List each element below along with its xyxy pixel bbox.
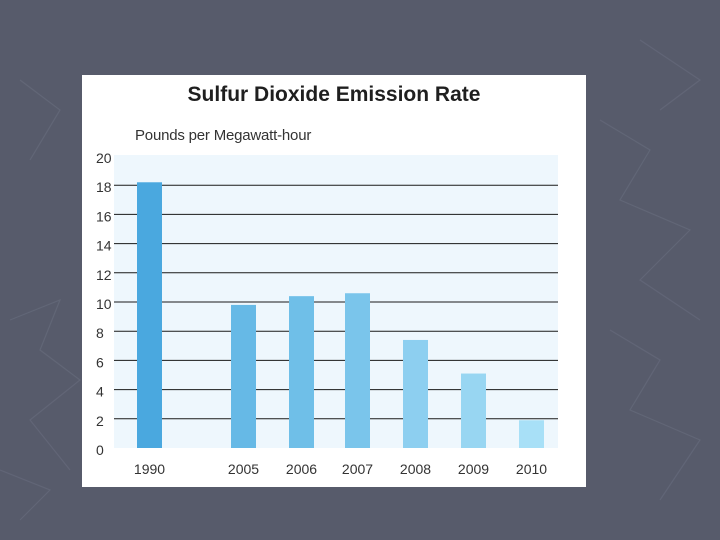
- y-tick-label: 6: [96, 354, 104, 370]
- y-tick-label: 10: [96, 296, 112, 312]
- y-tick-label: 16: [96, 208, 112, 224]
- chart-title: Sulfur Dioxide Emission Rate: [187, 83, 481, 106]
- y-tick-label: 14: [96, 238, 112, 254]
- x-tick-label: 2007: [342, 461, 373, 477]
- bar: [289, 296, 314, 448]
- x-tick-label: 2010: [516, 461, 547, 477]
- x-tick-label: 2005: [228, 461, 259, 477]
- x-tick-label: 2008: [400, 461, 431, 477]
- bar-chart: 0 2 4 6 8 10 12 14 16 18 20 1990 2005 2006 2007 2008 200…: [96, 150, 558, 477]
- y-tick-label: 20: [96, 150, 112, 166]
- chart-image: Sulfur Dioxide Emission Rate Pounds per …: [82, 75, 586, 487]
- x-tick-label: 2009: [458, 461, 489, 477]
- bar: [137, 182, 162, 448]
- x-tick-label: 1990: [134, 461, 165, 477]
- bar: [345, 293, 370, 448]
- bar: [231, 304, 256, 448]
- y-tick-label: 18: [96, 179, 112, 195]
- y-tick-label: 2: [96, 413, 104, 429]
- y-axis-label: Pounds per Megawatt-hour: [135, 127, 312, 144]
- bar: [403, 339, 428, 448]
- x-tick-label: 2006: [286, 461, 317, 477]
- bar: [461, 373, 486, 448]
- y-tick-label: 8: [96, 325, 104, 341]
- bar: [519, 420, 544, 448]
- y-tick-label: 0: [96, 442, 104, 458]
- y-tick-label: 4: [96, 384, 104, 400]
- y-tick-label: 12: [96, 267, 112, 283]
